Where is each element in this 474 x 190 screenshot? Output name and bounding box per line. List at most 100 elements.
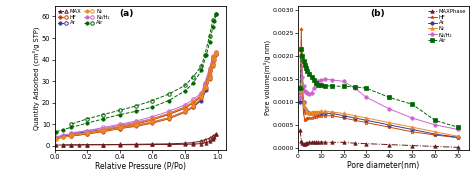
Ar (304, 111, 310, 113)
HF (386, 126, 392, 128)
Ar (303, 110, 309, 112)
Air (304, 70, 310, 72)
MAXPhase (300, 142, 305, 144)
Air (316, 83, 321, 86)
Ar (299, 55, 304, 57)
N₂ (301, 101, 306, 103)
Air (329, 85, 335, 87)
Ar (455, 136, 461, 138)
MAXPhase (304, 142, 310, 144)
N₂ (409, 126, 415, 128)
HF (300, 96, 305, 99)
HF (299, 28, 304, 30)
HF (301, 112, 306, 115)
HF (313, 116, 319, 118)
Air (300, 55, 305, 57)
MAXPhase (364, 142, 369, 145)
N₂ (311, 111, 317, 113)
Line: Ar: Ar (299, 54, 460, 139)
Air (352, 86, 358, 88)
Ar (313, 112, 319, 115)
Legend: MAX, HF, Ar, N₂, N₂/H₂, Air: MAX, HF, Ar, N₂, N₂/H₂, Air (57, 8, 110, 26)
HF (329, 115, 335, 117)
Ar (386, 124, 392, 126)
N₂ (313, 110, 319, 113)
Text: (b): (b) (370, 9, 384, 18)
N₂ (455, 135, 461, 138)
N₂/H₂ (304, 92, 310, 94)
N₂/H₂ (409, 117, 415, 119)
Air (322, 85, 328, 87)
Ar (300, 87, 305, 89)
N₂/H₂ (386, 108, 392, 110)
MAXPhase (322, 141, 328, 143)
X-axis label: Relative Pressure (P/Po): Relative Pressure (P/Po) (95, 162, 186, 171)
Air (309, 76, 314, 78)
MAXPhase (341, 141, 346, 143)
N₂/H₂ (313, 82, 319, 85)
N₂/H₂ (364, 96, 369, 99)
MAXPhase (307, 141, 312, 143)
HF (302, 119, 308, 121)
Air (409, 103, 415, 105)
HF (409, 131, 415, 133)
Ar (352, 117, 358, 119)
Legend: MAXPhase, HF, Ar, N₂, N₂/H₂, Air: MAXPhase, HF, Ar, N₂, N₂/H₂, Air (427, 8, 466, 43)
HF (311, 116, 317, 118)
Air (297, 87, 303, 89)
MAXPhase (309, 141, 314, 143)
N₂ (341, 112, 346, 115)
N₂ (303, 109, 309, 111)
MAXPhase (318, 141, 324, 143)
Ar (322, 112, 328, 115)
HF (303, 118, 309, 120)
MAXPhase (302, 142, 308, 145)
N₂ (364, 117, 369, 119)
Ar (432, 133, 438, 135)
Ar (341, 115, 346, 117)
HF (455, 137, 461, 139)
N₂/H₂ (299, 55, 304, 57)
Text: (a): (a) (119, 9, 134, 18)
N₂ (302, 106, 308, 109)
MAXPhase (432, 145, 438, 148)
Air (364, 87, 369, 89)
HF (307, 117, 312, 119)
Line: Air: Air (299, 48, 460, 129)
MAXPhase (303, 142, 309, 144)
Ar (311, 112, 317, 115)
Air (311, 79, 317, 81)
HF (432, 134, 438, 136)
Ar (307, 112, 312, 115)
N₂/H₂ (300, 76, 305, 78)
MAXPhase (386, 143, 392, 146)
N₂ (304, 110, 310, 113)
N₂ (299, 50, 304, 53)
HF (341, 117, 346, 119)
N₂ (432, 131, 438, 133)
N₂/H₂ (311, 87, 317, 89)
Air (432, 119, 438, 121)
Line: HF: HF (299, 27, 460, 139)
Air (318, 84, 324, 87)
N₂/H₂ (322, 78, 328, 80)
HF (309, 117, 314, 119)
HF (316, 115, 321, 117)
MAXPhase (297, 129, 303, 131)
Air (299, 48, 304, 50)
Ar (316, 112, 321, 115)
Ar (301, 101, 306, 103)
N₂/H₂ (455, 128, 461, 131)
HF (318, 115, 324, 117)
HF (364, 121, 369, 124)
N₂/H₂ (341, 80, 346, 82)
N₂/H₂ (307, 93, 312, 95)
MAXPhase (313, 141, 319, 143)
N₂/H₂ (329, 79, 335, 81)
N₂/H₂ (432, 124, 438, 126)
N₂/H₂ (352, 87, 358, 89)
N₂/H₂ (316, 80, 321, 82)
X-axis label: Pore diameter(nm): Pore diameter(nm) (347, 161, 419, 170)
MAXPhase (329, 141, 335, 143)
N₂ (300, 89, 305, 92)
